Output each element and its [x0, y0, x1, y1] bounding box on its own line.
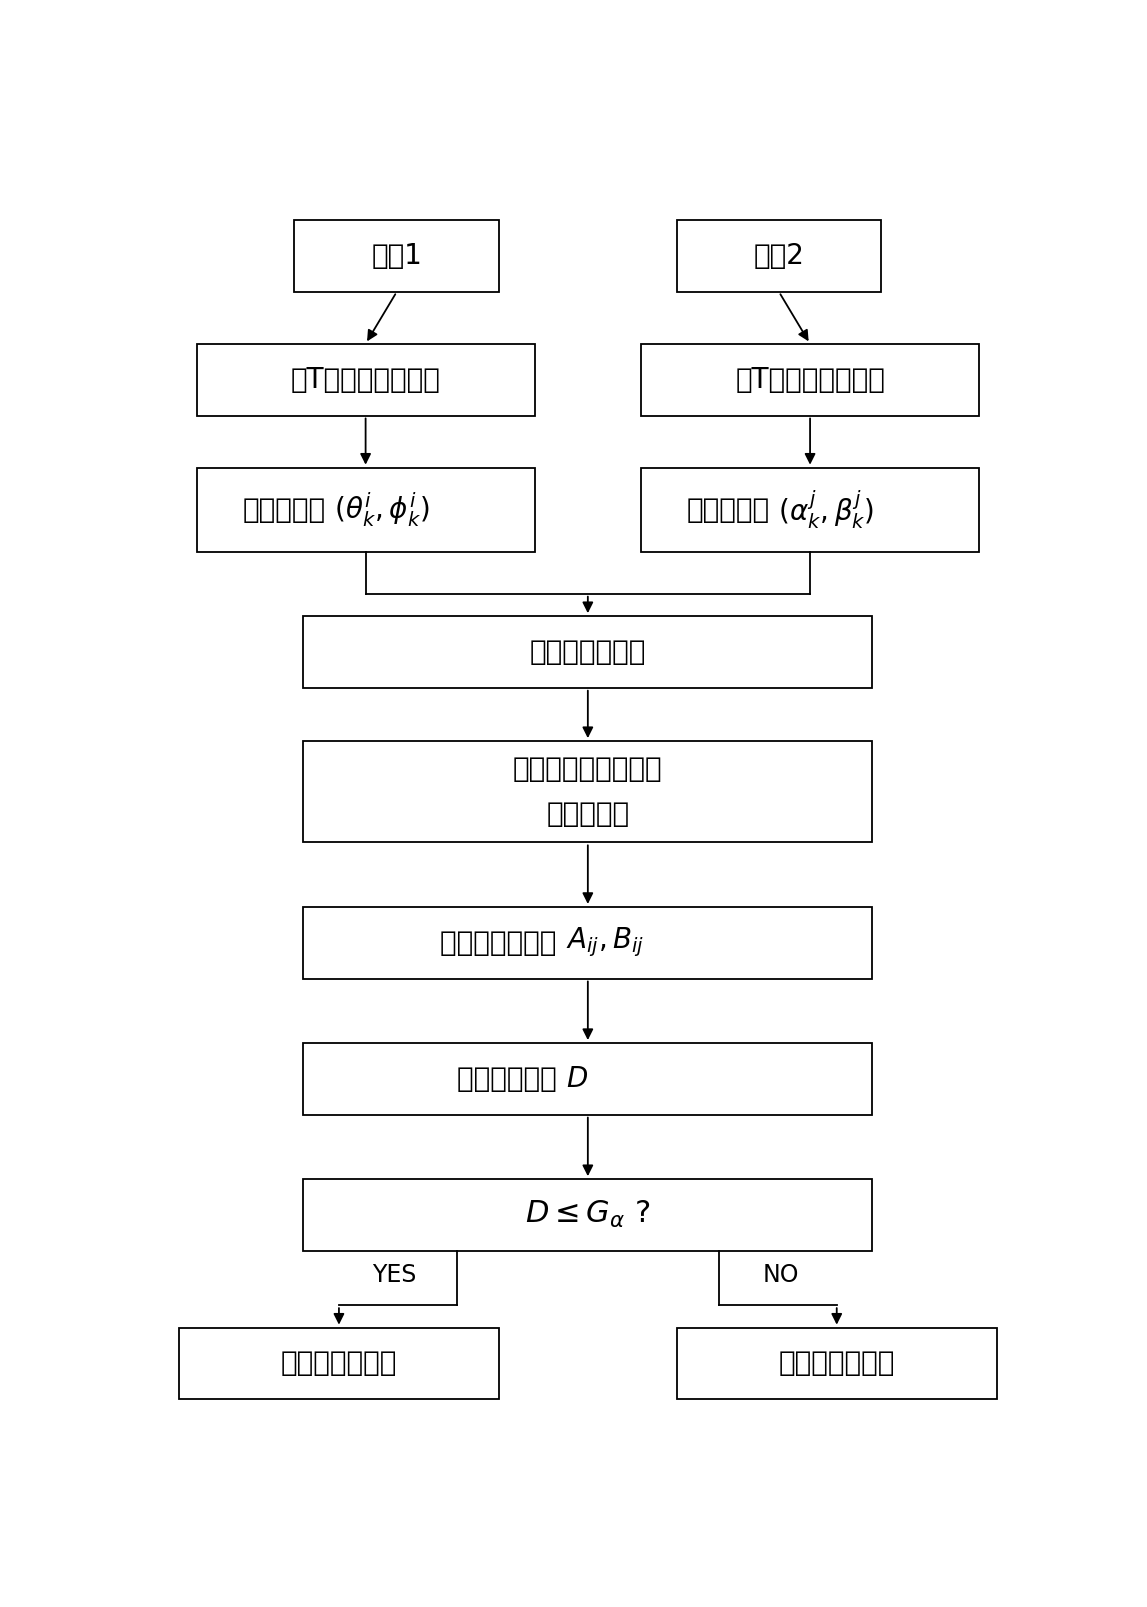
Text: 以T为周期采集数据: 以T为周期采集数据	[290, 366, 440, 394]
Text: 的解析方程: 的解析方程	[546, 800, 630, 828]
Text: ($\alpha_k^j, \beta_k^j$): ($\alpha_k^j, \beta_k^j$)	[770, 489, 874, 530]
Bar	[303, 906, 873, 979]
Bar	[677, 1327, 997, 1400]
Bar	[303, 1043, 873, 1115]
Text: 雷达2: 雷达2	[754, 243, 804, 270]
Text: 计算马氏距离: 计算马氏距离	[457, 1065, 565, 1093]
Text: 求解交叉定位点: 求解交叉定位点	[440, 929, 565, 956]
Text: 构造方向线与方位面: 构造方向线与方位面	[513, 755, 663, 784]
Bar	[677, 220, 881, 292]
Text: 分布式压制干扰: 分布式压制干扰	[779, 1350, 895, 1377]
Bar	[641, 468, 980, 551]
Bar	[303, 1180, 873, 1250]
Text: 以T为周期采集数据: 以T为周期采集数据	[735, 366, 885, 394]
Text: $A_{ij}, B_{ij}$: $A_{ij}, B_{ij}$	[565, 926, 643, 959]
Text: 得到量测集: 得到量测集	[242, 495, 326, 524]
Text: NO: NO	[763, 1263, 799, 1287]
Text: $D$: $D$	[565, 1065, 587, 1093]
Text: $D \leq G_{\alpha}$ ?: $D \leq G_{\alpha}$ ?	[525, 1199, 650, 1231]
Text: YES: YES	[373, 1263, 418, 1287]
Bar	[303, 615, 873, 688]
Text: 融合中心计算机: 融合中心计算机	[530, 638, 646, 665]
Bar	[641, 344, 980, 416]
Bar	[197, 344, 535, 416]
Text: ($\theta_k^i, \phi_k^i$): ($\theta_k^i, \phi_k^i$)	[326, 490, 429, 529]
Text: 雷达1: 雷达1	[372, 243, 422, 270]
Bar	[295, 220, 499, 292]
Bar	[179, 1327, 499, 1400]
Bar	[197, 468, 535, 551]
Bar	[303, 741, 873, 842]
Text: 得到量测集: 得到量测集	[687, 495, 770, 524]
Text: 集中式压制干扰: 集中式压制干扰	[281, 1350, 397, 1377]
